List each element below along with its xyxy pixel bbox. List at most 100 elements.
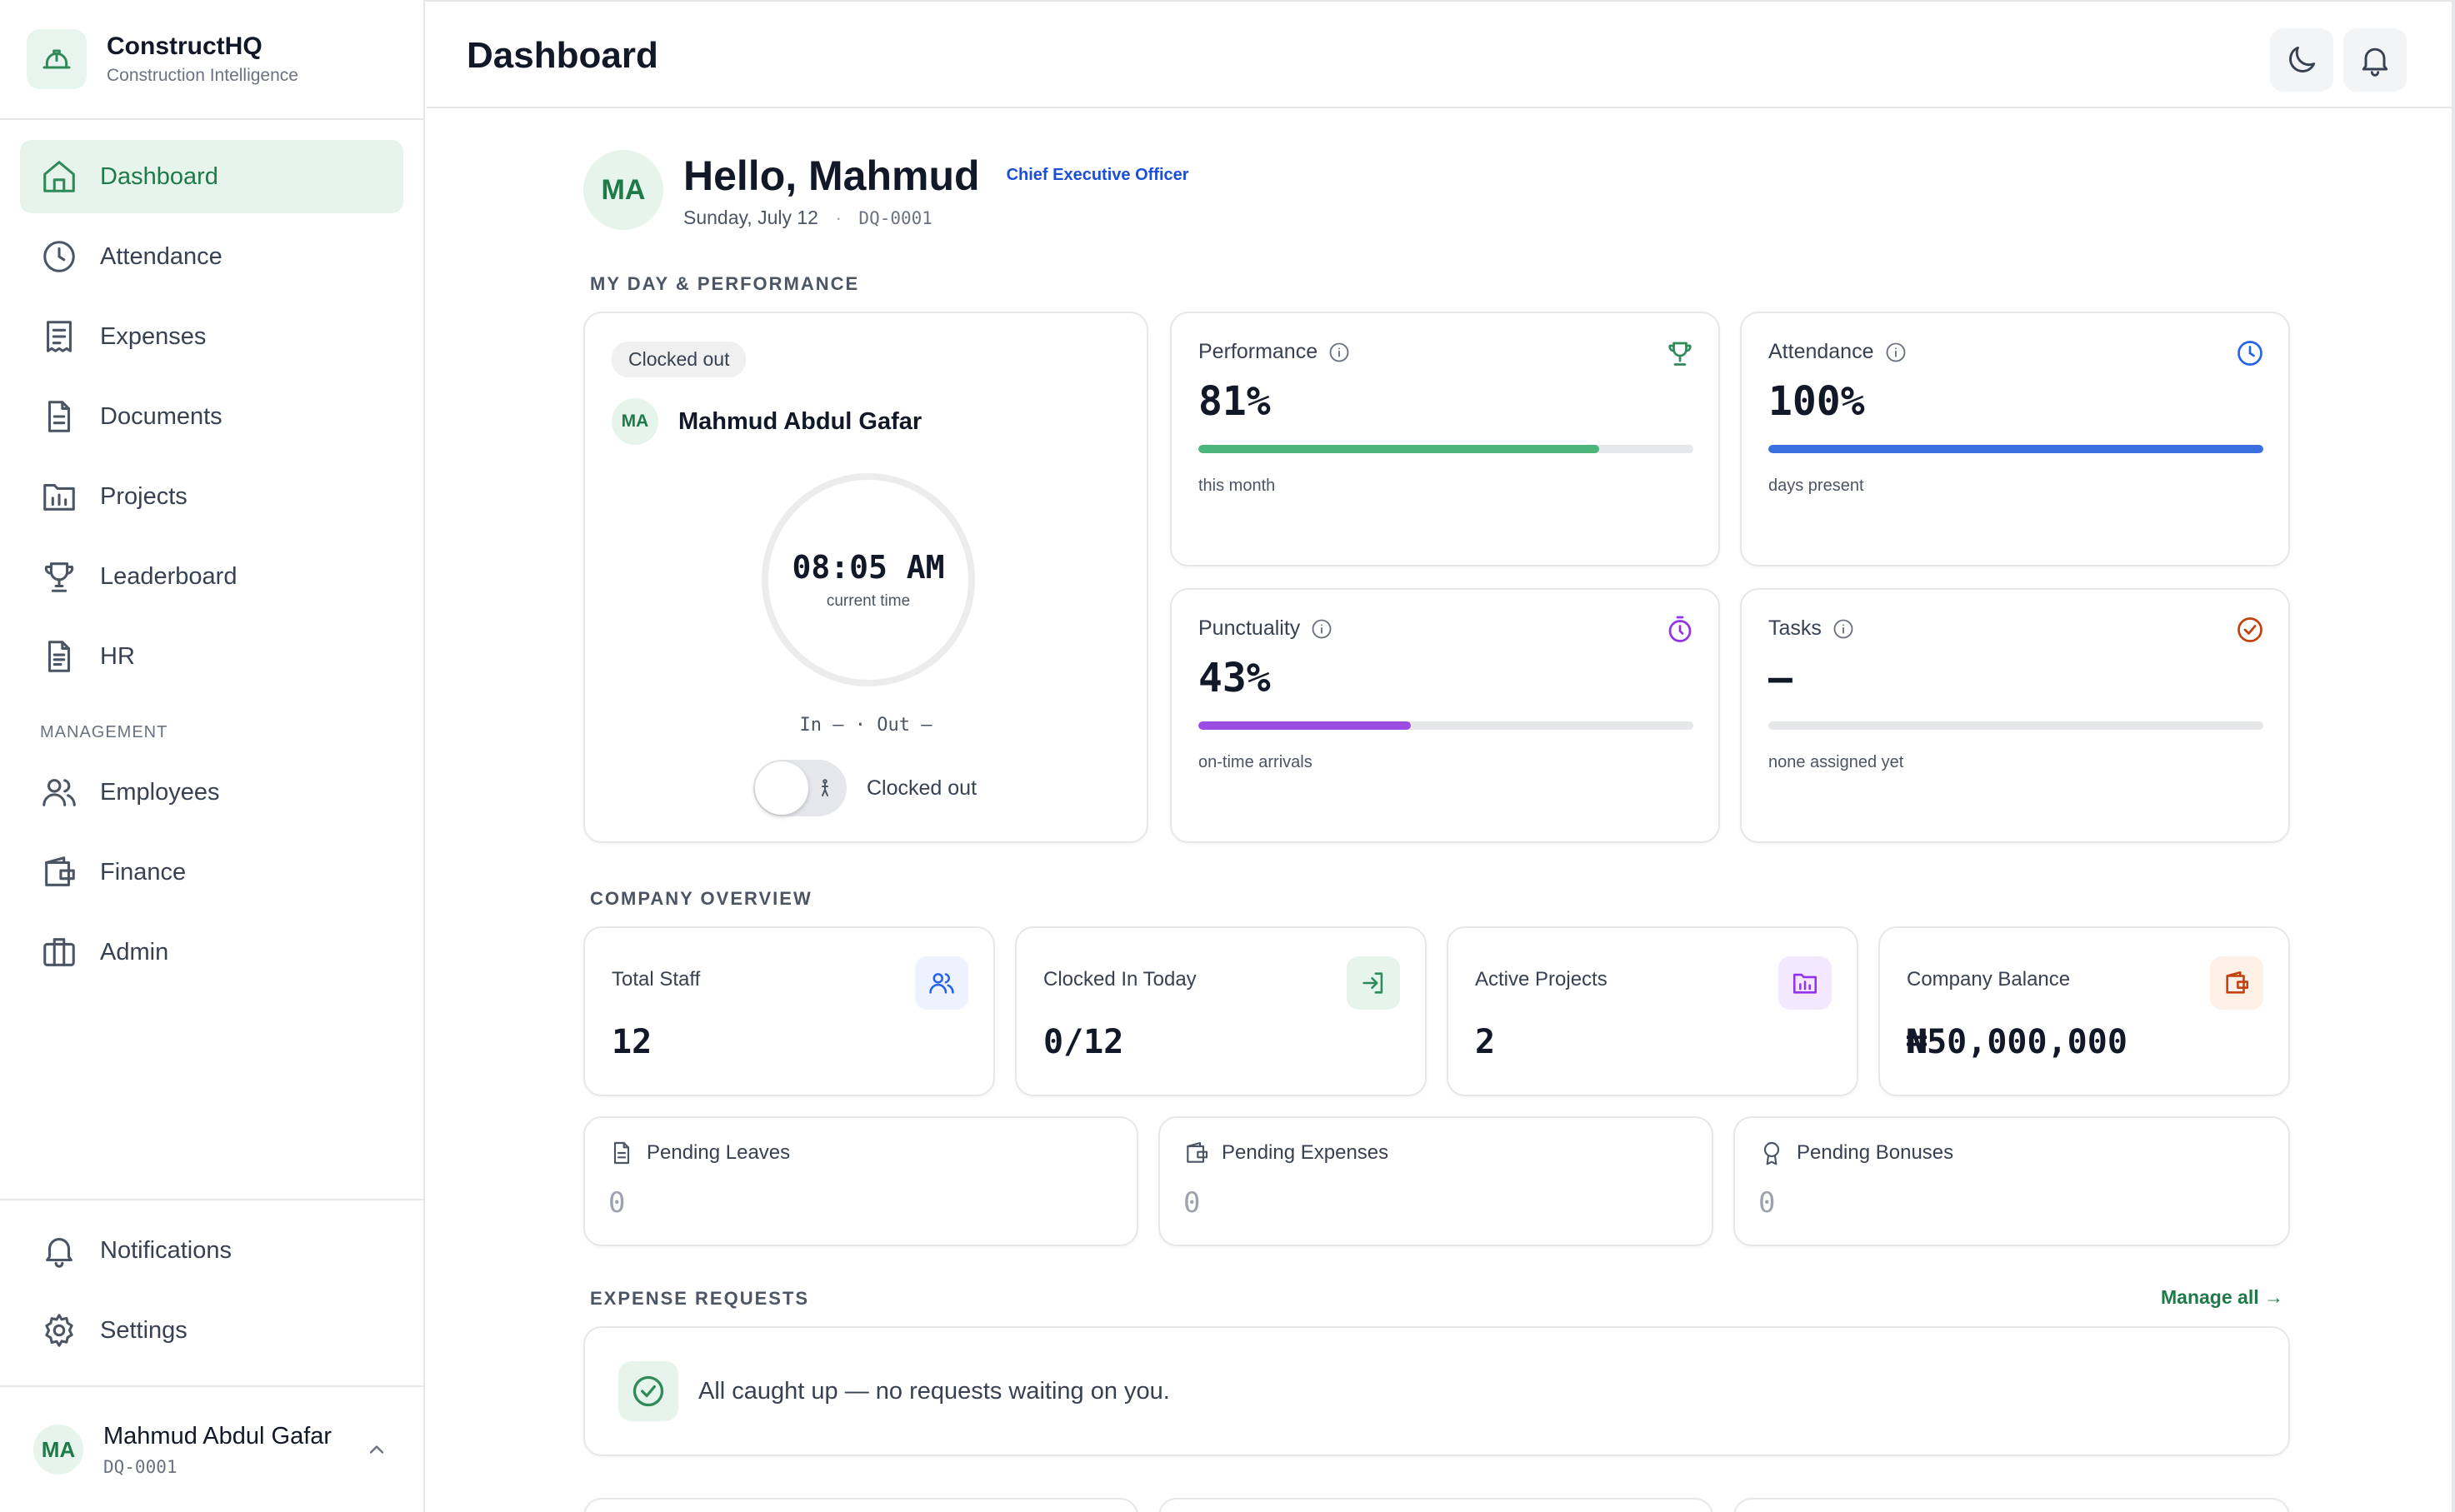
info-icon[interactable] xyxy=(1328,341,1351,364)
brand-tagline: Construction Intelligence xyxy=(107,66,298,85)
overview-value: 0/12 xyxy=(1043,1023,1124,1061)
avatar: MA xyxy=(33,1425,83,1475)
sidebar-bottom: Notifications Settings MA Mahmud Abdul G… xyxy=(0,1199,423,1512)
pending-title: Pending Bonuses xyxy=(1797,1141,1954,1164)
file-icon xyxy=(48,641,71,672)
user-menu[interactable]: MA Mahmud Abdul Gafar DQ-0001 xyxy=(0,1385,423,1512)
pending-bonuses-card[interactable]: Pending Bonuses 0 xyxy=(1733,1116,2290,1246)
wallet-icon xyxy=(1187,1141,1208,1163)
total-staff-card[interactable]: Total Staff 12 xyxy=(583,926,995,1096)
sidebar-item-notifications[interactable]: Notifications xyxy=(20,1214,403,1287)
home-icon xyxy=(43,161,75,192)
stat-caption: days present xyxy=(1768,477,1864,495)
window-edge xyxy=(2452,0,2455,1512)
award-icon xyxy=(1763,1141,1780,1165)
gear-icon xyxy=(45,1314,73,1347)
punctuality-card[interactable]: Punctuality 43% on-time arrivals xyxy=(1170,588,1720,843)
main-nav: Dashboard Attendance Expenses Documents … xyxy=(0,120,423,989)
active-projects-card[interactable]: Active Projects 2 xyxy=(1447,926,1858,1096)
sidebar-item-leaderboard[interactable]: Leaderboard xyxy=(20,540,403,613)
current-time-caption: current time xyxy=(826,592,911,610)
document-icon xyxy=(48,401,71,432)
pending-title: Pending Leaves xyxy=(647,1141,791,1164)
stat-title: Performance xyxy=(1198,340,1318,363)
sidebar-item-admin[interactable]: Admin xyxy=(20,916,403,989)
next-row-card xyxy=(1158,1498,1713,1512)
clock-toggle[interactable] xyxy=(753,760,847,816)
info-icon[interactable] xyxy=(1832,617,1855,641)
stat-caption: on-time arrivals xyxy=(1198,753,1312,771)
sidebar-item-label: Leaderboard xyxy=(100,562,238,590)
next-row-card xyxy=(583,1498,1138,1512)
walking-person-icon xyxy=(822,779,828,796)
management-section-label: MANAGEMENT xyxy=(40,723,168,741)
greeting-date: Sunday, July 12 xyxy=(683,206,818,228)
sidebar-item-hr[interactable]: HR xyxy=(20,620,403,693)
main-content: MA Hello, Mahmud Chief Executive Officer… xyxy=(583,148,2290,1512)
bell-icon xyxy=(2362,47,2388,77)
separator: · xyxy=(835,206,842,228)
notifications-button[interactable] xyxy=(2343,28,2407,92)
sidebar-item-finance[interactable]: Finance xyxy=(20,836,403,909)
in-out-times: In — · Out — xyxy=(799,715,932,736)
clock-dial: 08:05 AM current time xyxy=(762,473,975,686)
stat-title: Tasks xyxy=(1768,616,1822,640)
users-icon xyxy=(915,956,968,1010)
stat-value: 43% xyxy=(1198,655,1271,701)
section-title-company: COMPANY OVERVIEW xyxy=(590,888,812,909)
sidebar-item-employees[interactable]: Employees xyxy=(20,756,403,829)
sidebar-item-documents[interactable]: Documents xyxy=(20,380,403,453)
sidebar-item-label: Attendance xyxy=(100,242,222,270)
attendance-card[interactable]: Attendance 100% days present xyxy=(1740,312,2290,566)
overview-value: 12 xyxy=(612,1023,652,1061)
greeting-title: Hello, Mahmud xyxy=(683,152,980,199)
stat-caption: none assigned yet xyxy=(1768,753,1904,771)
top-border xyxy=(425,0,2455,5)
sidebar-item-label: HR xyxy=(100,642,135,670)
bell-icon xyxy=(46,1238,72,1268)
sidebar-item-settings[interactable]: Settings xyxy=(20,1294,403,1367)
info-icon[interactable] xyxy=(1310,617,1333,641)
tasks-card[interactable]: Tasks – none assigned yet xyxy=(1740,588,2290,843)
hardhat-icon xyxy=(27,29,87,89)
users-icon xyxy=(42,779,76,806)
role-badge: Chief Executive Officer xyxy=(1006,166,1189,184)
overview-title: Active Projects xyxy=(1475,968,1608,991)
company-balance-card[interactable]: Company Balance ₦50,000,000 xyxy=(1878,926,2290,1096)
greeting: MA Hello, Mahmud Chief Executive Officer… xyxy=(583,148,2290,232)
performance-card[interactable]: Performance 81% this month xyxy=(1170,312,1720,566)
folder-chart-icon xyxy=(43,484,75,511)
avatar: MA xyxy=(583,150,663,230)
document-icon xyxy=(613,1141,630,1165)
theme-toggle-button[interactable] xyxy=(2270,28,2333,92)
toggle-label: Clocked out xyxy=(867,776,978,800)
clock-icon xyxy=(2238,341,2262,366)
progress-bar xyxy=(1768,721,2263,730)
sidebar-item-label: Employees xyxy=(100,778,220,806)
sign-in-icon xyxy=(1347,956,1400,1010)
stat-title: Punctuality xyxy=(1198,616,1301,640)
pending-title: Pending Expenses xyxy=(1222,1141,1389,1164)
receipt-icon xyxy=(47,321,72,352)
sidebar-item-attendance[interactable]: Attendance xyxy=(20,220,403,293)
brand[interactable]: ConstructHQ Construction Intelligence xyxy=(0,0,423,120)
progress-bar xyxy=(1198,721,1693,730)
info-icon[interactable] xyxy=(1884,341,1908,364)
sidebar-item-label: Projects xyxy=(100,482,188,510)
current-time: 08:05 AM xyxy=(792,549,945,586)
trophy-icon xyxy=(44,562,74,592)
header: Dashboard xyxy=(427,5,2455,108)
avatar: MA xyxy=(612,398,658,445)
folder-chart-icon xyxy=(1778,956,1832,1010)
overview-title: Company Balance xyxy=(1907,968,2071,991)
clock-icon xyxy=(43,241,75,272)
pending-expenses-card[interactable]: Pending Expenses 0 xyxy=(1158,1116,1713,1246)
sidebar-item-dashboard[interactable]: Dashboard xyxy=(20,140,403,213)
chevron-up-icon[interactable] xyxy=(365,1438,388,1461)
clocked-in-card[interactable]: Clocked In Today 0/12 xyxy=(1015,926,1427,1096)
stat-value: 81% xyxy=(1198,378,1271,425)
sidebar-item-expenses[interactable]: Expenses xyxy=(20,300,403,373)
manage-all-link[interactable]: Manage all → xyxy=(2161,1286,2283,1308)
pending-leaves-card[interactable]: Pending Leaves 0 xyxy=(583,1116,1138,1246)
sidebar-item-projects[interactable]: Projects xyxy=(20,460,403,533)
